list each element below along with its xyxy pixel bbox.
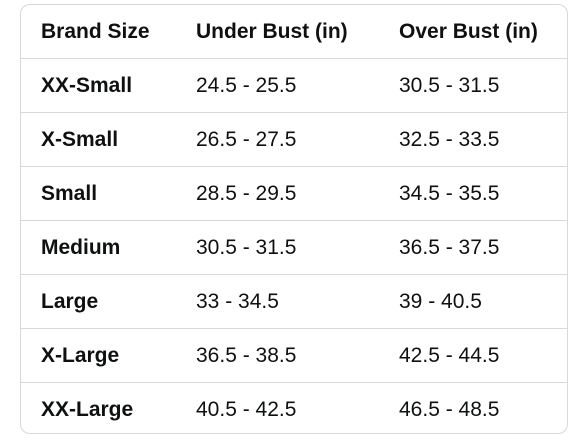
- over-bust-cell: 30.5 - 31.5: [379, 58, 567, 113]
- over-bust-cell: 46.5 - 48.5: [399, 397, 500, 421]
- under-bust-cell: 28.5 - 29.5: [176, 166, 379, 221]
- size-cell: Small: [21, 166, 176, 221]
- header-under-bust: Under Bust (in): [176, 5, 379, 59]
- table-row: Large 33 - 34.5 39 - 40.5: [21, 274, 567, 329]
- size-cell: Medium: [21, 220, 176, 275]
- over-bust-cell: 39 - 40.5: [379, 274, 567, 329]
- over-bust-cell: 42.5 - 44.5: [379, 328, 567, 383]
- size-chart-table-container: Brand Size Under Bust (in) Over Bust (in…: [20, 4, 568, 434]
- under-bust-cell: 30.5 - 31.5: [176, 220, 379, 275]
- under-bust-cell: 36.5 - 38.5: [176, 328, 379, 383]
- over-bust-cell: 32.5 - 33.5: [379, 112, 567, 167]
- table-row: XX-Small 24.5 - 25.5 30.5 - 31.5: [21, 58, 567, 113]
- table-row: X-Small 26.5 - 27.5 32.5 - 33.5: [21, 112, 567, 167]
- under-bust-cell: 26.5 - 27.5: [176, 112, 379, 167]
- under-bust-cell: 40.5 - 42.5: [196, 397, 297, 421]
- size-cell: Large: [21, 274, 176, 329]
- size-cell: XX-Small: [21, 58, 176, 113]
- table-row: Small 28.5 - 29.5 34.5 - 35.5: [21, 166, 567, 221]
- size-chart-table: Brand Size Under Bust (in) Over Bust (in…: [21, 5, 567, 434]
- under-bust-cell: 24.5 - 25.5: [176, 58, 379, 113]
- over-bust-cell: 34.5 - 35.5: [379, 166, 567, 221]
- table-row: Medium 30.5 - 31.5 36.5 - 37.5: [21, 220, 567, 275]
- size-cell: X-Small: [21, 112, 176, 167]
- table-header-row: Brand Size Under Bust (in) Over Bust (in…: [21, 5, 567, 59]
- table-row: XX-Large 40.5 - 42.5 46.5 - 48.5: [21, 383, 567, 434]
- header-brand-size: Brand Size: [21, 5, 176, 59]
- size-cell: X-Large: [21, 328, 176, 383]
- header-over-bust: Over Bust (in): [379, 5, 567, 59]
- under-bust-cell: 33 - 34.5: [176, 274, 379, 329]
- table-row: X-Large 36.5 - 38.5 42.5 - 44.5: [21, 328, 567, 383]
- size-cell: XX-Large: [41, 397, 134, 421]
- over-bust-cell: 36.5 - 37.5: [379, 220, 567, 275]
